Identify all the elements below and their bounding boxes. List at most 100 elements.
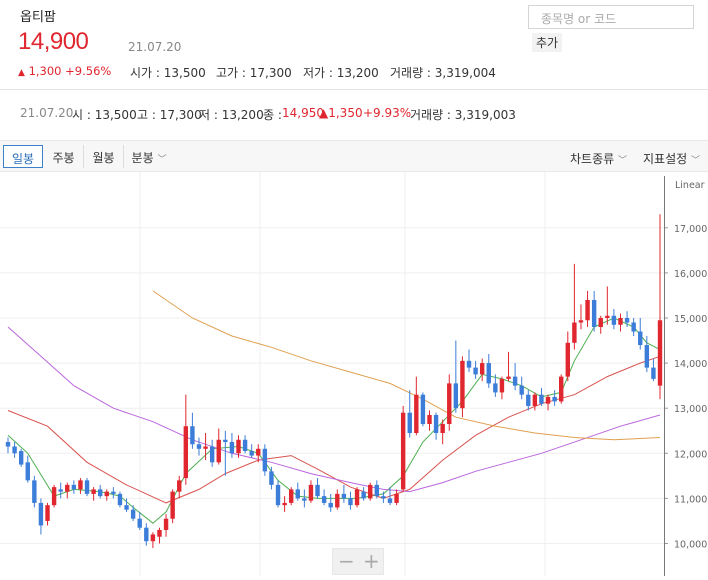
candle-down [137,518,142,528]
chart-type-dropdown[interactable]: 차트종류 ﹀ [570,150,627,167]
candle-up [414,394,419,434]
zoom-out-button[interactable]: − [338,549,355,573]
candle-up [572,322,577,343]
tab-minute[interactable]: 분봉 ﹀ [124,145,174,168]
candle-up [618,318,623,325]
chart-type-label: 차트종류 [570,152,615,166]
candle-up [78,480,83,490]
candle-up [91,489,96,494]
candle-down [512,376,518,386]
summary-change-pct: +9.93% [363,106,412,120]
y-tick-label: 10,000 [674,540,707,551]
candle-up [447,383,452,424]
candle-up [150,534,156,542]
candle-down [58,489,63,492]
candle-up [163,518,169,530]
candle-up [216,439,221,463]
candle-down [591,299,597,328]
candle-up [203,446,208,449]
candle-up [104,491,109,497]
summary-high: 고 : 17,300 [137,108,202,122]
candle-up [368,484,373,499]
candle-down [190,426,195,445]
candle-down [223,439,228,443]
candle-up [565,342,570,377]
candle-up [335,493,340,508]
high-price: 고가 : 17,300 [216,66,292,80]
chart-area[interactable]: 17,000 16,000 15,000 14,000 13,000 12,000 11,0… [0,172,708,580]
y-tick-label: 13,000 [674,404,707,415]
candle-up [578,320,584,323]
candle-up [51,487,57,506]
candle-down [269,471,274,485]
candle-up [479,363,485,375]
add-button[interactable]: 추가 [532,33,563,52]
candle-down [348,498,353,506]
candle-down [473,367,478,375]
candle-up [440,423,445,434]
candle-down [229,442,235,454]
candle-down [117,493,123,506]
chevron-down-icon: ﹀ [618,156,628,166]
candle-down [84,480,90,494]
tab-monthly[interactable]: 월봉 [84,145,124,168]
volume: 거래량 : 3,319,004 [390,66,496,80]
candle-up [545,396,551,404]
candle-down [71,484,77,490]
candle-up [400,412,406,490]
candle-up [605,315,610,318]
candle-down [407,412,412,434]
candle-down [38,502,44,526]
candle-down [644,345,650,368]
scale-label: Linear [675,180,705,191]
candle-down [638,331,643,346]
candle-down [387,498,393,503]
candle-down [453,383,459,409]
candle-up [288,489,294,503]
candle-down [111,491,116,494]
indicator-dropdown[interactable]: 지표설정 ﹀ [643,150,700,167]
search-input[interactable]: 종목명 or 코드 [528,5,694,29]
y-tick-label: 17,000 [674,224,707,235]
candle-up [170,491,175,519]
stock-name: 옵티팜 [20,10,56,25]
chevron-down-icon: ﹀ [691,156,701,166]
candle-down [25,462,30,481]
candle-up [394,493,399,503]
candle-up [598,318,603,328]
summary-date: 21.07.20 [20,106,74,120]
candle-down [18,451,24,465]
chart-toolbar: 일봉 주봉 월봉 분봉 ﹀ 차트종류 ﹀ 지표설정 ﹀ [0,140,708,172]
candle-down [433,414,439,434]
candle-down [262,448,268,472]
candle-up [460,360,465,409]
moving-average-ma120 [152,290,661,441]
candle-down [341,493,347,499]
candle-up [506,376,511,379]
tab-weekly[interactable]: 주봉 [44,145,84,168]
candle-down [631,322,636,332]
candle-down [32,480,37,503]
candle-up [183,426,189,479]
y-tick-label: 12,000 [674,449,707,460]
candle-up [45,505,50,521]
candle-up [256,448,261,456]
open-price: 시가 : 13,500 [130,66,206,80]
tab-minute-label: 분봉 [131,151,154,165]
candle-up [236,439,241,454]
zoom-in-button[interactable]: + [363,549,380,573]
candle-up [282,502,287,506]
y-tick-label: 16,000 [674,269,707,280]
candle-up [657,320,663,386]
candle-down [196,444,202,449]
price-change: ▲ 1,300 +9.56% [18,64,111,78]
tab-daily[interactable]: 일봉 [3,145,43,168]
change-value: 1,300 [28,64,62,78]
candle-down [275,484,281,506]
candlestick-chart[interactable]: 17,000 16,000 15,000 14,000 13,000 12,000 11,0… [0,172,708,576]
candle-down [552,396,557,402]
candle-down [130,509,136,519]
candle-down [361,491,366,499]
candle-down [519,385,524,395]
candle-down [242,439,248,452]
